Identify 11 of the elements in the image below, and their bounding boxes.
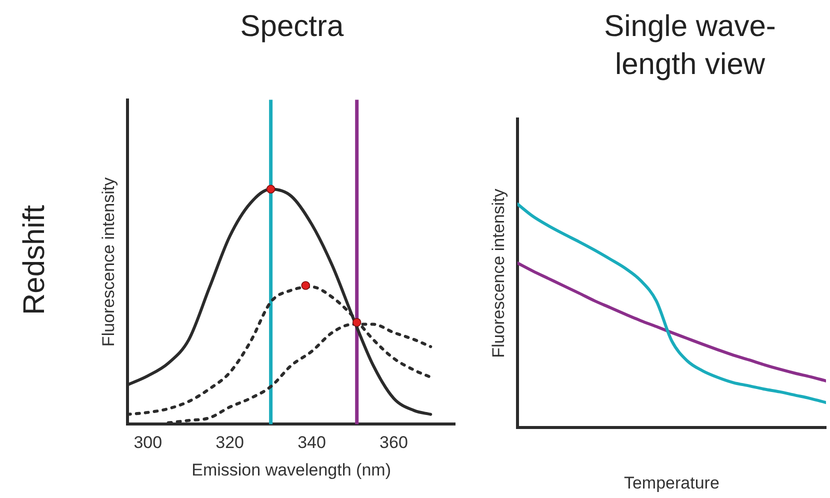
x-axis-title: Emission wavelength (nm) [192, 460, 391, 480]
x-tick-label: 340 [298, 433, 326, 452]
y-axis-title: Fluorescence intensity [488, 188, 508, 358]
chart-title: Spectra [239, 9, 345, 45]
x-tick-label: 300 [134, 433, 162, 452]
chart-title: Single wave- length view [603, 9, 777, 83]
x-axis-title: Temperature [624, 473, 720, 492]
x-tick-label: 360 [380, 433, 408, 452]
y-axis-title: Fluorescence intensity [98, 176, 118, 347]
text: Redshift [17, 204, 52, 318]
x-tick-label: 320 [216, 433, 244, 452]
